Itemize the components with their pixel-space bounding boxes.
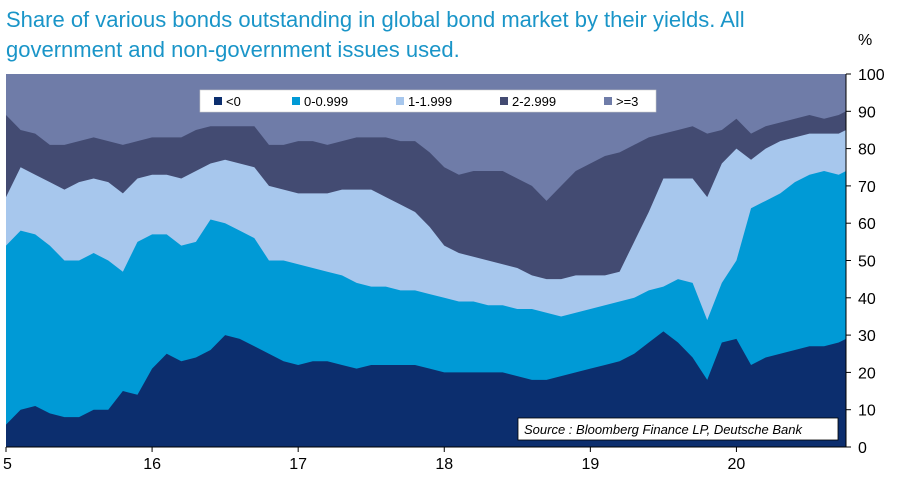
y-axis-unit: % — [858, 32, 873, 49]
legend-swatch — [500, 97, 508, 105]
y-tick-label: 30 — [858, 328, 876, 345]
x-tick-label: 16 — [143, 456, 161, 473]
y-tick-label: 20 — [858, 365, 876, 382]
source-box-frame — [517, 417, 839, 441]
source-box: Source : Bloomberg Finance LP, Deutsche … — [517, 417, 839, 441]
y-tick-label: 90 — [858, 104, 876, 121]
x-tick-label: 19 — [581, 456, 599, 473]
x-tick-label: 5 — [3, 456, 12, 473]
legend-label: <0 — [226, 94, 241, 109]
y-tick-label: 0 — [858, 440, 867, 457]
y-tick-label: 10 — [858, 403, 876, 420]
area-series-group — [6, 74, 846, 448]
y-tick-label: 60 — [858, 216, 876, 233]
y-axis: 0 10 20 30 40 50 60 70 80 90 100 — [845, 67, 885, 457]
source-text: Source : Bloomberg Finance LP, Deutsche … — [524, 422, 803, 437]
y-tick-label: 100 — [858, 67, 885, 84]
y-tick-label: 80 — [858, 142, 876, 159]
legend-swatch — [396, 97, 404, 105]
legend-label: 0-0.999 — [304, 94, 348, 109]
y-tick-label: 40 — [858, 291, 876, 308]
y-tick-label: 50 — [858, 254, 876, 271]
legend-swatch — [292, 97, 300, 105]
y-tick-label: 70 — [858, 179, 876, 196]
x-axis: 5 16 17 18 19 20 — [3, 446, 846, 473]
legend-label: 1-1.999 — [408, 94, 452, 109]
legend-label: 2-2.999 — [512, 94, 556, 109]
legend-frame — [199, 89, 657, 113]
x-tick-label: 17 — [289, 456, 307, 473]
legend-swatch — [604, 97, 612, 105]
legend: <0 0-0.999 1-1.999 2-2.999 >=3 — [199, 89, 657, 113]
x-tick-label: 20 — [728, 456, 746, 473]
chart-title: Share of various bonds outstanding in gl… — [6, 7, 745, 62]
x-tick-label: 18 — [435, 456, 453, 473]
legend-swatch — [214, 97, 222, 105]
legend-label: >=3 — [616, 94, 638, 109]
